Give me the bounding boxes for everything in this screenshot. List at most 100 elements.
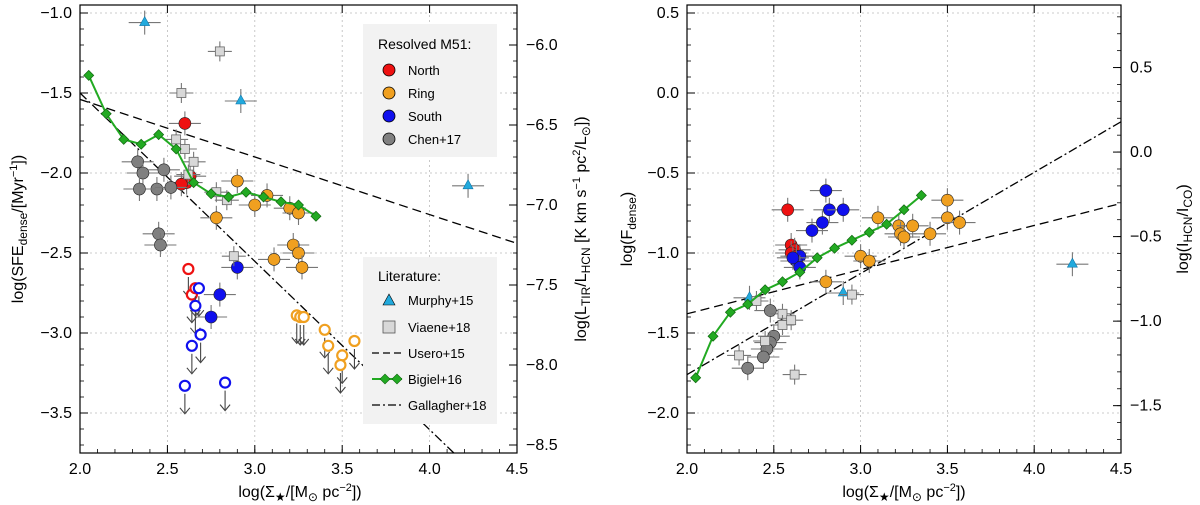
left-ring-point-8: [285, 255, 318, 280]
left-x-axis-label: log(Σ★/[M⊙ pc−2]): [238, 482, 361, 504]
left-bigiel-16-marker-1: [100, 108, 112, 120]
left-chen-17-point-6: [144, 233, 177, 257]
right-bigiel-16-marker-11: [881, 218, 893, 230]
left-north-marker-3: [175, 177, 188, 191]
left-chen-17-marker-7: [133, 182, 146, 196]
left-south-upper-limits-marker-0: [192, 282, 205, 295]
left-bigiel-16-point-0: [83, 69, 95, 81]
left-south-marker-2: [204, 310, 218, 324]
right-bigiel-16-marker-0: [690, 372, 702, 384]
right-y-tick-label-2: −1.0: [647, 245, 679, 262]
right-bigiel-16-point-7: [811, 252, 823, 264]
left-chen-17-marker-5: [152, 227, 165, 241]
legend-north-marker: [382, 63, 396, 77]
right-x-tick-label-1: 2.5: [763, 461, 785, 478]
right-viaene-18-point-7: [839, 284, 864, 305]
left-ring-upper-limits-arrowhead-7: [349, 362, 360, 370]
left-ring-upper-limits-marker-3: [318, 323, 331, 336]
right-bigiel-16-point-5: [776, 276, 788, 288]
right-bigiel-16-point-1: [707, 330, 719, 342]
left-ring-upper-limits-point-2: [297, 310, 310, 346]
left-south-upper-limits-arrowhead-0: [193, 309, 205, 318]
left-south-upper-limits-arrowhead-4: [179, 407, 191, 415]
left-ring-upper-limits-arrowhead-6: [335, 386, 346, 394]
right-x-tick-label-4: 4.0: [1023, 461, 1045, 478]
left-viaene-18-marker-2: [171, 134, 182, 145]
right-ring-point-8: [943, 210, 976, 235]
right-bigiel-16-marker-5: [776, 276, 788, 288]
legend-ring-marker: [382, 86, 396, 100]
right-y-tick-label-1: −1.5: [647, 325, 679, 342]
left-bigiel-16-point-2: [118, 133, 130, 145]
left-south-point-2: [195, 305, 228, 329]
left-viaene-18-marker-3: [179, 144, 190, 154]
left-bigiel-16-marker-8: [223, 191, 235, 203]
legend-ring-label: Ring: [408, 86, 435, 101]
left-x-tick-label-1: 2.5: [156, 461, 178, 478]
right-chen-17-point-5: [731, 356, 764, 381]
right-bigiel-16-point-6: [794, 266, 806, 278]
right-x-tick-label-5: 4.5: [1110, 461, 1132, 478]
legend-literature: Literature: Murphy+15 Viaene+18 Usero+15…: [363, 257, 497, 424]
right-ring-point-11: [809, 269, 842, 294]
right-bigiel-16-marker-9: [846, 234, 858, 246]
left-ring-upper-limits-marker-6: [334, 358, 347, 372]
left-ring-marker-8: [295, 261, 309, 274]
right-y-tick-label-4: 0.0: [657, 85, 679, 102]
legend-resolved-south: South: [382, 109, 442, 124]
right-south-marker-2: [836, 203, 850, 217]
left-ring-upper-limits-point-5: [336, 349, 349, 385]
left-x-tick-label-4: 4.0: [418, 461, 440, 478]
right-x-tick-label-0: 2.0: [676, 461, 698, 478]
left-ring-upper-limits-arrowhead-4: [322, 367, 334, 375]
left-ring-point-3: [238, 193, 271, 217]
right-y-right-tick-label-4: 0.5: [1130, 60, 1152, 77]
right-bigiel-16-marker-4: [759, 284, 771, 296]
left-south-marker-1: [213, 288, 227, 301]
left-chen-17-marker-3: [164, 181, 178, 194]
left-axes: 2.0 2.5 3.0 3.5 4.0 4.5 −3.5 −3.0 −2.5 −2.0 −1.5 −1…: [40, 5, 558, 478]
left-y-right-tick-label-2: −7.5: [526, 277, 558, 294]
right-ring-marker-6: [941, 211, 954, 225]
left-right-y-axis-label: log(LTIR/LHCN [K km s−1 pc2/L⊙]): [571, 116, 593, 341]
left-south-upper-limits-marker-1: [189, 299, 202, 312]
left-chen-17-marker-4: [157, 163, 171, 177]
left-bigiel-16-marker-3: [135, 138, 147, 150]
left-chen-17-point-3: [154, 175, 187, 200]
left-ring-marker-9: [267, 253, 281, 266]
right-viaene-18-marker-3: [786, 315, 797, 326]
right-viaene-18-point-5: [753, 331, 778, 351]
right-viaene-18-point-6: [782, 364, 807, 385]
left-y-tick-label-1: −3.0: [40, 325, 72, 342]
right-bigiel-16-marker-8: [829, 242, 841, 254]
left-bigiel-16-point-5: [170, 143, 182, 155]
legend-south-label: South: [408, 109, 442, 124]
right-south-point-4: [795, 218, 828, 243]
right-viaene-18-marker-2: [777, 320, 788, 330]
left-south-upper-limits-point-4: [178, 379, 191, 415]
left-south-upper-limits-point-0: [192, 282, 205, 318]
left-north-marker-0: [178, 117, 192, 130]
left-ring-upper-limits-marker-5: [336, 349, 349, 362]
left-data-points: [83, 10, 485, 415]
legend-resolved: Resolved M51: North Ring South Chen+17: [363, 24, 497, 157]
left-ring-point-5: [282, 201, 315, 225]
left-south-upper-limits-point-5: [218, 376, 232, 412]
right-panel: 2.0 2.5 3.0 3.5 4.0 4.5 −2.0 −1.5 −1.0 −0.5 0.0 0.5…: [619, 4, 1195, 504]
right-south-point-2: [827, 197, 860, 222]
legend-south-marker: [382, 109, 396, 123]
left-murphy-15-point-1: [224, 89, 257, 113]
left-ring-marker-1: [210, 211, 223, 225]
right-ring-point-7: [914, 221, 947, 246]
left-viaene-18-marker-8: [228, 251, 239, 262]
left-chen-17-point-4: [147, 157, 180, 182]
left-murphy-15-point-2: [452, 173, 485, 198]
right-murphy-15-point-2: [1056, 252, 1089, 277]
left-ring-marker-7: [292, 246, 305, 260]
left-ring-upper-limits-point-4: [322, 339, 335, 375]
left-south-upper-limits-arrowhead-3: [186, 367, 198, 375]
right-south-marker-4: [805, 224, 819, 237]
left-y-axis-label: log(SFEdense/[Myr−1]): [8, 155, 30, 303]
legend-north-label: North: [408, 63, 440, 78]
